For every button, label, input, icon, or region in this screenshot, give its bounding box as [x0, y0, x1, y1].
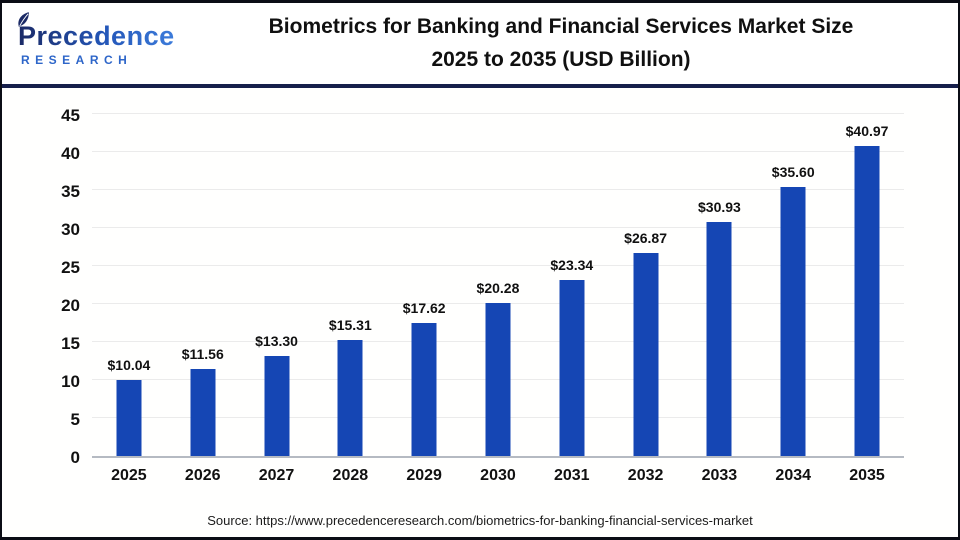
- y-axis-label-30: 30: [61, 220, 80, 239]
- bar-2031: [559, 279, 585, 456]
- gridline-35: [92, 189, 904, 190]
- title-line1: Biometrics for Banking and Financial Ser…: [268, 14, 854, 38]
- bar-2035: [854, 146, 880, 456]
- bar-value-label-2031: $23.34: [550, 256, 594, 273]
- bar-slot-2035: $40.97 2035: [830, 116, 904, 484]
- bar-2034: [780, 187, 806, 456]
- bar-slot-2027: $13.30 2027: [240, 116, 314, 484]
- x-axis-label-2027: 2027: [258, 467, 295, 484]
- logo-wordmark: Precedence: [18, 11, 175, 52]
- x-axis-label-2033: 2033: [701, 467, 738, 484]
- header: Precedence RESEARCH Biometrics for Banki…: [2, 3, 958, 88]
- y-axis-label-10: 10: [61, 372, 80, 391]
- bar-series: $10.04 2025 $11.56 2026 $13.30 2027 $15.31 2028…: [92, 116, 904, 484]
- y-axis-label-20: 20: [61, 296, 80, 315]
- x-axis-label-2034: 2034: [775, 467, 812, 484]
- bar-value-label-2028: $15.31: [328, 317, 372, 334]
- bar-2026: [190, 368, 216, 456]
- bar-2025: [116, 380, 142, 456]
- bar-2033: [706, 222, 732, 456]
- bar-slot-2034: $35.60 2034: [756, 116, 830, 484]
- bar-slot-2026: $11.56 2026: [166, 116, 240, 484]
- bar-slot-2033: $30.93 2033: [683, 116, 757, 484]
- bar-2032: [633, 252, 659, 456]
- bar-value-label-2027: $13.30: [255, 332, 298, 349]
- bar-slot-2028: $15.31 2028: [313, 116, 387, 484]
- logo-subtext: RESEARCH: [21, 52, 133, 67]
- bar-value-label-2033: $30.93: [697, 199, 741, 216]
- bar-slot-2032: $26.87 2032: [609, 116, 683, 484]
- bar-slot-2025: $10.04 2025: [92, 116, 166, 484]
- plot-area: $10.04 2025 $11.56 2026 $13.30 2027 $15.31 2028…: [92, 113, 904, 484]
- x-axis-label-2026: 2026: [184, 467, 221, 484]
- bar-value-label-2034: $35.60: [771, 164, 815, 181]
- y-axis-label-25: 25: [61, 258, 80, 277]
- gridline-45: [92, 113, 904, 114]
- bar-value-label-2026: $11.56: [181, 345, 224, 362]
- x-axis-label-2032: 2032: [627, 467, 664, 484]
- title-line2: 2025 to 2035 (USD Billion): [431, 47, 691, 71]
- y-axis-label-40: 40: [61, 144, 80, 163]
- bar-slot-2030: $20.28 2030: [461, 116, 535, 484]
- bar-slot-2029: $17.62 2029: [387, 116, 461, 484]
- y-axis: 0 5 10 15 20 25 30 35 40 45: [30, 106, 80, 467]
- x-axis-label-2029: 2029: [406, 467, 442, 484]
- x-axis-label-2025: 2025: [111, 467, 147, 484]
- leaf-icon: [18, 11, 29, 27]
- gridline-40: [92, 151, 904, 152]
- x-axis-label-2028: 2028: [332, 467, 369, 484]
- y-axis-label-45: 45: [61, 106, 80, 125]
- bar-slot-2031: $23.34 2031: [535, 116, 609, 484]
- y-axis-label-0: 0: [70, 448, 80, 467]
- bar-2028: [337, 340, 363, 456]
- logo-text: Precedence: [18, 20, 175, 51]
- y-axis-label-5: 5: [70, 410, 80, 429]
- y-axis-label-15: 15: [61, 334, 80, 353]
- bar-value-label-2029: $17.62: [402, 299, 446, 316]
- bar-2030: [485, 302, 511, 456]
- x-axis-label-2031: 2031: [553, 467, 590, 484]
- y-axis-label-35: 35: [61, 182, 80, 201]
- x-axis-label-2030: 2030: [480, 467, 516, 484]
- bar-value-label-2025: $10.04: [107, 357, 151, 374]
- gridline-30: [92, 227, 904, 228]
- bar-2029: [411, 322, 437, 456]
- x-axis-label-2035: 2035: [849, 467, 885, 484]
- bar-value-label-2035: $40.97: [845, 123, 889, 140]
- bar-2027: [264, 355, 290, 456]
- logo: Precedence RESEARCH: [2, 11, 170, 67]
- bar-value-label-2030: $20.28: [476, 279, 520, 296]
- chart-title: Biometrics for Banking and Financial Ser…: [170, 11, 958, 76]
- gridline-25: [92, 265, 904, 266]
- bar-value-label-2032: $26.87: [624, 229, 668, 246]
- source-attribution: Source: https://www.precedenceresearch.c…: [207, 513, 753, 528]
